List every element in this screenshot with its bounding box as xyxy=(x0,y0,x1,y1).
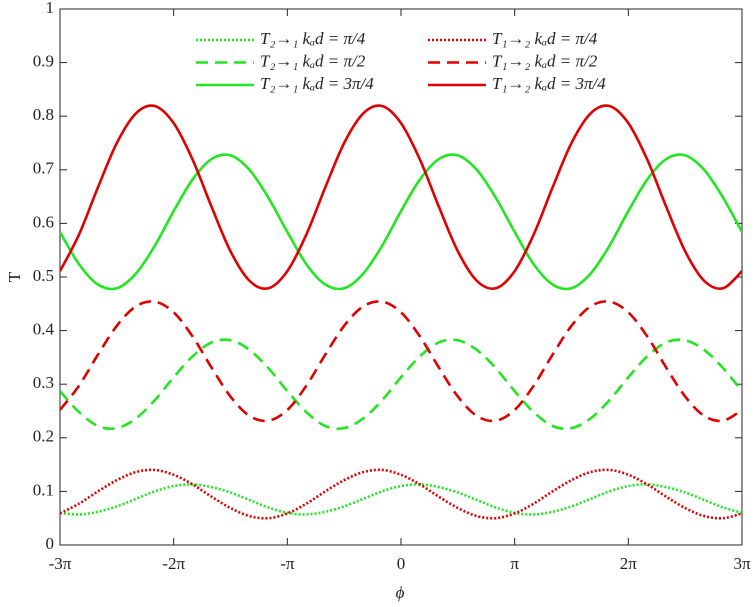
y-tick-label: 0.6 xyxy=(33,212,54,231)
legend-label: T₁→₂ kₐd = 3π/4 xyxy=(492,74,606,93)
y-tick-label: 0.4 xyxy=(33,320,55,339)
y-tick-label: 0 xyxy=(46,534,55,553)
y-tick-label: 1 xyxy=(46,0,55,17)
x-tick-label: -π xyxy=(280,554,295,573)
legend-label: T₂→₁ kₐd = 3π/4 xyxy=(260,74,374,93)
legend-label: T₂→₁ kₐd = π/2 xyxy=(260,51,366,70)
x-tick-label: π xyxy=(510,554,519,573)
x-tick-label: -3π xyxy=(49,554,72,573)
series-line xyxy=(60,300,742,423)
x-axis-label: ϕ xyxy=(396,583,405,602)
y-tick-label: 0.8 xyxy=(33,105,54,124)
y-tick-label: 0.3 xyxy=(33,373,54,392)
series-line xyxy=(60,153,742,291)
series-line xyxy=(60,483,742,516)
series-line xyxy=(60,104,742,290)
legend-label: T₂→₁ kₐd = π/4 xyxy=(260,29,366,48)
y-tick-label: 0.7 xyxy=(33,159,55,178)
y-tick-label: 0.2 xyxy=(33,427,54,446)
series-line xyxy=(60,468,742,520)
x-tick-label: 2π xyxy=(620,554,638,573)
y-tick-label: 0.5 xyxy=(33,266,54,285)
legend-label: T₁→₂ kₐd = π/2 xyxy=(492,51,598,70)
y-tick-label: 0.9 xyxy=(33,52,54,71)
legend-label: T₁→₂ kₐd = π/4 xyxy=(492,29,598,48)
x-tick-label: 3π xyxy=(733,554,751,573)
plot-frame xyxy=(59,8,743,546)
y-axis-label: T xyxy=(5,271,24,282)
x-tick-label: -2π xyxy=(162,554,185,573)
x-tick-label: 0 xyxy=(397,554,406,573)
series-line xyxy=(60,338,742,431)
y-tick-label: 0.1 xyxy=(33,480,54,499)
